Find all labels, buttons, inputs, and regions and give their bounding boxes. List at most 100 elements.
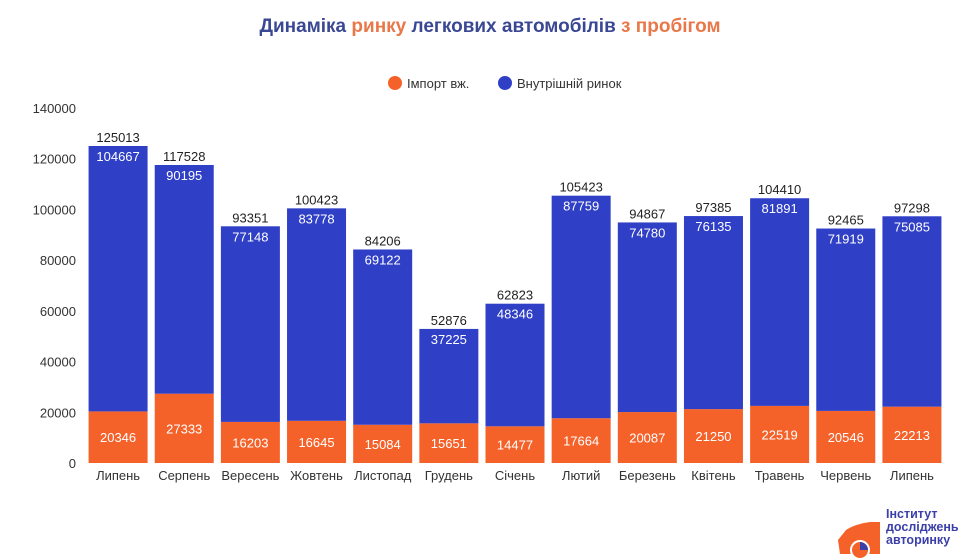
data-label: 20087 — [629, 431, 665, 446]
x-tick-label: Січень — [495, 468, 535, 483]
data-label: 16645 — [298, 435, 334, 450]
bar-import — [683, 409, 743, 463]
data-label: 22213 — [894, 428, 930, 443]
data-label: 15084 — [365, 437, 401, 452]
data-label: 74780 — [629, 225, 665, 240]
legend-marker — [388, 76, 402, 90]
bar-domestic — [419, 328, 479, 424]
y-tick-label: 40000 — [40, 355, 76, 370]
logo-icon — [838, 522, 880, 560]
total-label: 94867 — [629, 206, 665, 221]
x-tick-label: Лютий — [562, 468, 600, 483]
data-label: 15651 — [431, 436, 467, 451]
bar-domestic — [750, 198, 810, 406]
data-label: 21250 — [695, 429, 731, 444]
data-label: 75085 — [894, 219, 930, 234]
data-label: 14477 — [497, 438, 533, 453]
bar-domestic — [617, 222, 677, 413]
bar-import — [750, 405, 810, 463]
total-label: 97298 — [894, 200, 930, 215]
data-label: 81891 — [762, 201, 798, 216]
bar-import — [816, 410, 876, 463]
bar-domestic — [485, 303, 545, 427]
title-part: з пробігом — [621, 16, 721, 37]
data-label: 20546 — [828, 430, 864, 445]
total-label: 84206 — [365, 233, 401, 248]
bar-domestic — [353, 249, 413, 425]
y-tick-label: 140000 — [33, 101, 76, 116]
bar-import — [419, 423, 479, 463]
x-tick-label: Вересень — [221, 468, 279, 483]
bar-domestic — [154, 164, 214, 394]
data-label: 22519 — [762, 427, 798, 442]
bar-import — [154, 393, 214, 463]
bar-import — [551, 418, 611, 463]
total-label: 100423 — [295, 192, 338, 207]
legend-marker — [498, 76, 512, 90]
total-label: 105423 — [559, 180, 602, 195]
bar-domestic — [287, 208, 347, 421]
bar-import — [287, 420, 347, 463]
bar-domestic — [551, 195, 611, 419]
bar-domestic — [88, 146, 148, 412]
chart-title: Динаміка ринку легкових автомобілів з пр… — [0, 16, 980, 38]
x-tick-label: Травень — [755, 468, 805, 483]
total-label: 104410 — [758, 182, 801, 197]
title-part: легкових автомобілів — [411, 16, 622, 37]
total-label: 92465 — [828, 213, 864, 228]
x-tick-label: Квітень — [691, 468, 736, 483]
x-tick-label: Червень — [820, 468, 871, 483]
bar-domestic — [816, 228, 876, 411]
bar-domestic — [882, 216, 942, 407]
bar-domestic — [683, 216, 743, 410]
x-tick-label: Серпень — [158, 468, 210, 483]
x-tick-label: Липень — [96, 468, 140, 483]
total-label: 125013 — [96, 130, 139, 145]
data-label: 83778 — [298, 211, 334, 226]
data-label: 69122 — [365, 252, 401, 267]
total-label: 93351 — [232, 210, 268, 225]
data-label: 20346 — [100, 430, 136, 445]
data-label: 71919 — [828, 232, 864, 247]
data-label: 104667 — [96, 149, 139, 164]
legend-label: Імпорт вж. — [407, 76, 469, 91]
data-label: 17664 — [563, 434, 599, 449]
data-label: 48346 — [497, 307, 533, 322]
x-tick-label: Липень — [890, 468, 934, 483]
logo-line: Інститут — [886, 507, 938, 521]
data-label: 37225 — [431, 332, 467, 347]
data-label: 76135 — [695, 219, 731, 234]
bar-import — [220, 421, 280, 463]
y-tick-label: 120000 — [33, 152, 76, 167]
bar-import — [617, 412, 677, 463]
x-tick-label: Грудень — [425, 468, 473, 483]
title-part: ринку — [351, 16, 412, 37]
total-label: 52876 — [431, 313, 467, 328]
bar-import — [353, 424, 413, 463]
bar-import — [882, 406, 942, 463]
x-tick-label: Жовтень — [290, 468, 343, 483]
bar-domestic — [220, 226, 280, 422]
logo-line: досліджень — [886, 520, 959, 534]
bar-import — [88, 411, 148, 463]
x-tick-label: Березень — [619, 468, 676, 483]
total-label: 97385 — [695, 200, 731, 215]
total-label: 62823 — [497, 288, 533, 303]
data-label: 87759 — [563, 199, 599, 214]
data-label: 77148 — [232, 229, 268, 244]
y-tick-label: 20000 — [40, 405, 76, 420]
data-label: 27333 — [166, 421, 202, 436]
total-label: 117528 — [163, 149, 205, 164]
legend-label: Внутрішній ринок — [517, 76, 622, 91]
y-tick-label: 100000 — [33, 202, 76, 217]
title-part: Динаміка — [259, 16, 352, 37]
logo-line: авторинку — [886, 533, 951, 547]
y-tick-label: 80000 — [40, 253, 76, 268]
y-tick-label: 0 — [69, 456, 76, 471]
bar-import — [485, 426, 545, 463]
data-label: 90195 — [166, 168, 202, 183]
x-tick-label: Листопад — [354, 468, 412, 483]
data-label: 16203 — [232, 435, 268, 450]
y-tick-label: 60000 — [40, 304, 76, 319]
